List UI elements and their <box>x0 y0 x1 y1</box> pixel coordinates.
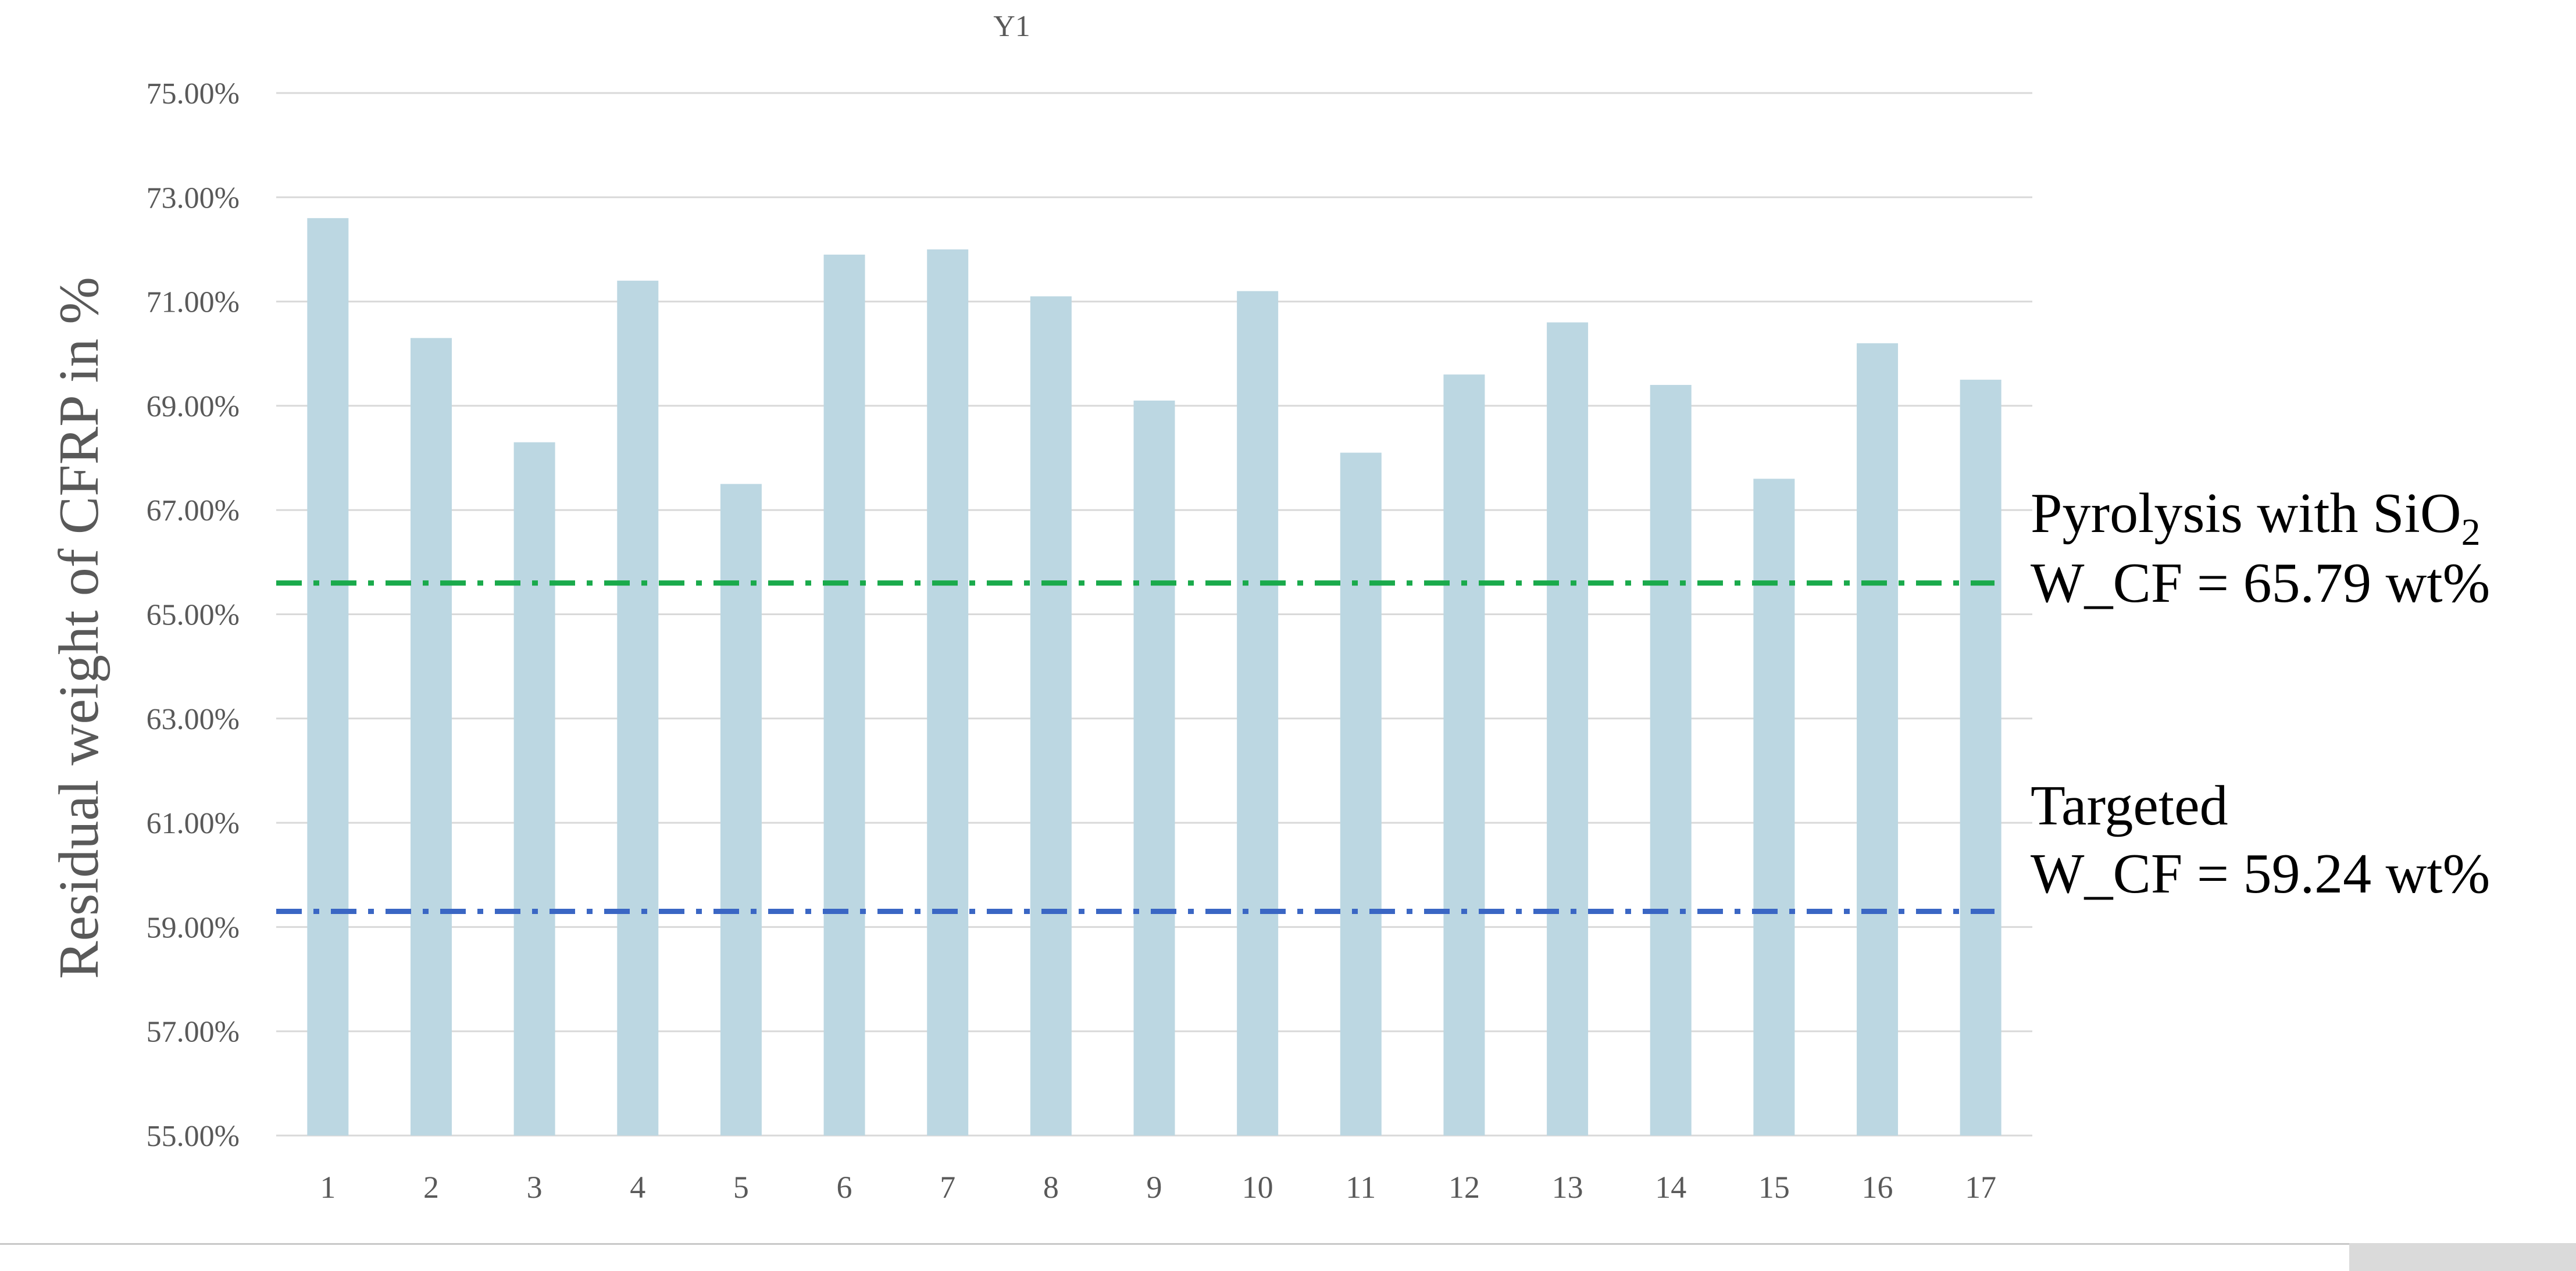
bar <box>720 484 762 1136</box>
x-tick-label: 13 <box>1552 1170 1583 1205</box>
bar <box>410 338 452 1136</box>
bar <box>1753 479 1795 1136</box>
y-axis-label: Residual weight of CFRP in % <box>48 277 110 979</box>
y-tick-label: 73.00% <box>147 181 240 215</box>
reference-label-title: Pyrolysis with SiO2 <box>2031 482 2481 554</box>
x-tick-label: 16 <box>1862 1170 1893 1205</box>
x-tick-label: 15 <box>1758 1170 1790 1205</box>
x-tick-label: 11 <box>1346 1170 1376 1205</box>
reference-label-value: W_CF = 59.24 wt% <box>2031 842 2490 905</box>
y-tick-label: 65.00% <box>147 599 240 632</box>
bar <box>617 280 659 1136</box>
bar <box>1547 322 1589 1136</box>
y-tick-label: 71.00% <box>147 286 240 319</box>
x-tick-label: 17 <box>1965 1170 1996 1205</box>
y-tick-label: 55.00% <box>147 1120 240 1153</box>
x-tick-label: 14 <box>1655 1170 1686 1205</box>
bar <box>1443 374 1485 1136</box>
bar <box>823 254 865 1136</box>
x-tick-label: 1 <box>320 1170 336 1205</box>
x-tick-label: 7 <box>940 1170 955 1205</box>
bar <box>1340 452 1382 1136</box>
y-tick-labels: 55.00% 57.00% 59.00% 61.00% 63.00% 65.00% 67.0… <box>147 77 240 1153</box>
bars <box>307 218 2001 1136</box>
bar <box>1237 291 1279 1136</box>
y-tick-label: 59.00% <box>147 911 240 944</box>
x-tick-label: 4 <box>630 1170 645 1205</box>
scroll-block <box>2349 1243 2576 1271</box>
x-tick-label: 12 <box>1448 1170 1480 1205</box>
x-tick-label: 8 <box>1043 1170 1059 1205</box>
reference-label-value: W_CF = 65.79 wt% <box>2031 552 2490 615</box>
y-tick-label: 61.00% <box>147 807 240 840</box>
reference-lines <box>276 580 1995 915</box>
chart-title: Y1 <box>993 10 1030 43</box>
x-tick-label: 3 <box>527 1170 543 1205</box>
bar <box>1650 385 1692 1136</box>
bar <box>1857 343 1899 1136</box>
bar <box>927 249 969 1136</box>
reference-label-title: Targeted <box>2031 774 2228 837</box>
y-tick-label: 67.00% <box>147 494 240 527</box>
bar <box>1960 380 2001 1136</box>
y-tick-label: 57.00% <box>147 1016 240 1049</box>
y-tick-label: 63.00% <box>147 703 240 736</box>
bar <box>513 442 555 1136</box>
y-tick-label: 69.00% <box>147 390 240 423</box>
x-tick-labels: 1 2 3 4 5 6 7 8 9 10 11 12 13 14 15 16 17 <box>320 1170 1996 1205</box>
x-tick-label: 6 <box>837 1170 852 1205</box>
bar <box>307 218 349 1136</box>
x-tick-label: 9 <box>1147 1170 1162 1205</box>
x-tick-label: 2 <box>423 1170 439 1205</box>
x-tick-label: 5 <box>733 1170 749 1205</box>
y-tick-label: 75.00% <box>147 77 240 110</box>
subscript: 2 <box>2461 511 2481 554</box>
bottom-divider <box>0 1243 2349 1245</box>
x-tick-label: 10 <box>1242 1170 1273 1205</box>
bar <box>1133 400 1175 1136</box>
bar <box>1030 296 1072 1136</box>
